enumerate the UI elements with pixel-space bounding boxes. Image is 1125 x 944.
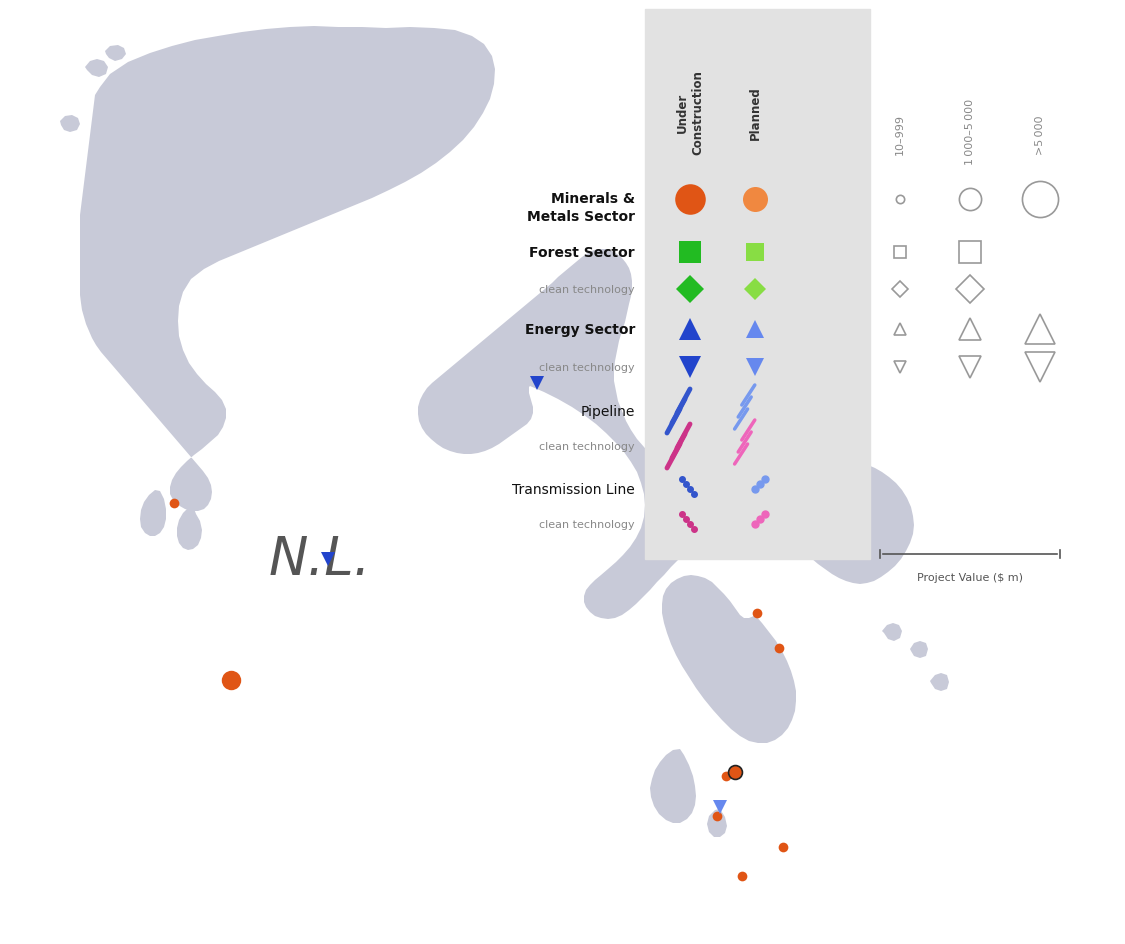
Text: Project Value ($ m): Project Value ($ m) — [917, 572, 1023, 582]
Text: clean technology: clean technology — [539, 442, 634, 451]
Text: clean technology: clean technology — [539, 362, 634, 373]
Polygon shape — [706, 809, 727, 837]
Polygon shape — [882, 623, 902, 641]
Text: 10–999: 10–999 — [896, 114, 904, 155]
Text: Planned: Planned — [748, 86, 762, 140]
Text: 1 000–5 000: 1 000–5 000 — [965, 99, 975, 165]
Polygon shape — [662, 576, 796, 743]
Text: >5 000: >5 000 — [1035, 115, 1045, 155]
Polygon shape — [140, 491, 166, 536]
Polygon shape — [60, 116, 80, 133]
Text: clean technology: clean technology — [539, 519, 634, 530]
Bar — [645, 10, 870, 560]
Polygon shape — [650, 750, 696, 823]
Polygon shape — [177, 507, 202, 550]
Text: Minerals &
Metals Sector: Minerals & Metals Sector — [526, 193, 634, 224]
Polygon shape — [910, 641, 928, 658]
Text: Transmission Line: Transmission Line — [512, 482, 634, 497]
Polygon shape — [497, 322, 536, 387]
Polygon shape — [418, 250, 914, 619]
Text: Pipeline: Pipeline — [580, 405, 634, 418]
Polygon shape — [86, 59, 108, 78]
Text: Forest Sector: Forest Sector — [530, 245, 634, 260]
Text: Energy Sector: Energy Sector — [524, 323, 634, 337]
Polygon shape — [105, 46, 126, 62]
Polygon shape — [80, 27, 495, 512]
Polygon shape — [930, 673, 950, 691]
Text: clean technology: clean technology — [539, 285, 634, 295]
Text: N.L.: N.L. — [269, 533, 371, 585]
Text: Under
Construction: Under Construction — [676, 70, 704, 155]
